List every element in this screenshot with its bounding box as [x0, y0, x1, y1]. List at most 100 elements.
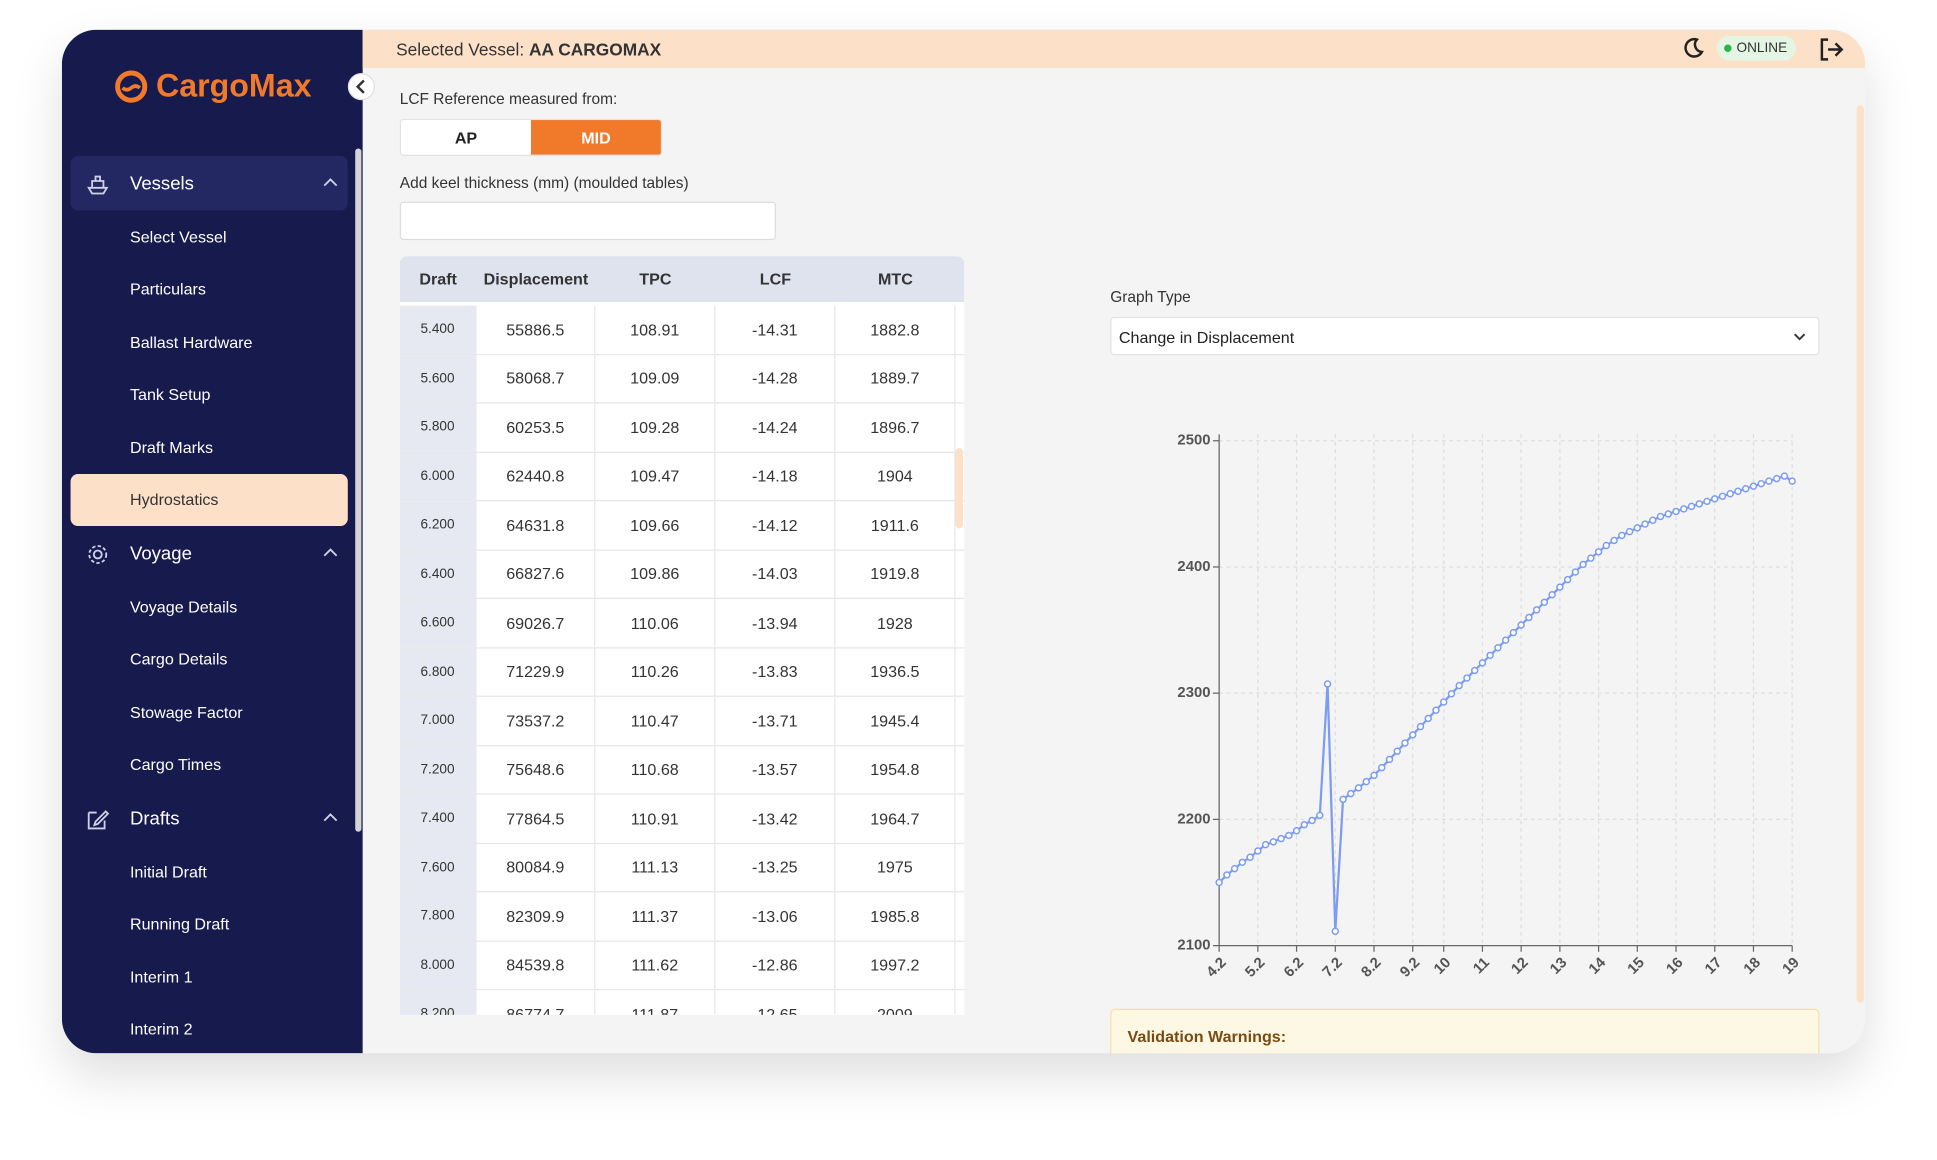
toggle-option[interactable]: AP: [401, 120, 531, 155]
toggle-option[interactable]: MID: [530, 120, 661, 155]
table-header: Draft Displacement TPC LCF MTC: [399, 256, 965, 302]
keel-input[interactable]: [399, 201, 777, 241]
data-point: [1409, 731, 1417, 739]
data-point: [1494, 644, 1502, 652]
table-cell: 109.86: [595, 550, 716, 598]
data-point: [1261, 840, 1270, 849]
nav-item[interactable]: Cargo Times: [129, 755, 222, 774]
scrollbar: [355, 148, 362, 832]
table-cell: 1964.7: [835, 794, 956, 843]
data-point: [1370, 771, 1378, 780]
table-cell: 2009: [835, 990, 956, 1015]
scrollbar: [955, 448, 963, 529]
y-tick-label: 2500: [1177, 433, 1210, 449]
table-cell: 111.62: [595, 941, 716, 989]
y-tick-label: 2100: [1177, 938, 1210, 954]
app-window: CargoMax Vessels Select Vessel Particulars…: [61, 29, 1866, 1054]
data-point: [1215, 878, 1223, 887]
x-tick-label: 8.2: [1359, 955, 1385, 978]
nav-group-header[interactable]: Voyage: [71, 526, 348, 580]
data-point: [1649, 516, 1657, 524]
x-tick-label: 6.2: [1281, 955, 1307, 978]
nav-group-header[interactable]: Drafts: [71, 791, 348, 845]
data-point: [1277, 834, 1285, 843]
data-point: [1455, 681, 1463, 690]
brand-name: CargoMax: [155, 66, 312, 104]
y-tick-label: 2300: [1177, 685, 1210, 701]
data-point: [1223, 871, 1231, 879]
data-point: [1556, 583, 1564, 591]
data-point: [1656, 512, 1665, 521]
data-point: [1331, 927, 1340, 935]
group-icon: [87, 810, 110, 830]
table-cell: 7.400: [399, 794, 477, 843]
table-row: 7.400 77864.5 110.91 -13.42 1964.7: [399, 794, 965, 844]
nav-menu: Vessels Select Vessel Particulars Ballast H…: [70, 155, 348, 1053]
graph-type-select[interactable]: Change in Displacement: [1110, 316, 1820, 356]
series-line: [1218, 474, 1793, 932]
table-cell: -14.24: [715, 403, 836, 452]
nav-item[interactable]: Initial Draft: [129, 862, 207, 881]
nav-item[interactable]: Stowage Factor: [129, 702, 243, 722]
chevron-icon: [355, 79, 365, 94]
nav-item[interactable]: Particulars: [129, 280, 206, 299]
data-point: [1401, 739, 1409, 747]
brand-logo: [115, 69, 148, 103]
column-header: Displacement: [476, 256, 596, 302]
brand: CargoMax: [114, 67, 312, 105]
table-cell: 1985.8: [835, 892, 956, 941]
dropdown-icon: [1794, 333, 1806, 341]
data-point: [1788, 477, 1796, 485]
table-cell: -13.94: [715, 599, 836, 647]
dark-mode-toggle[interactable]: [1682, 37, 1704, 59]
data-point: [1486, 651, 1494, 660]
nav-item[interactable]: Tank Setup: [129, 385, 211, 404]
chevron-icon: [323, 548, 338, 557]
table-cell: -12.65: [715, 990, 836, 1015]
data-point: [1432, 706, 1440, 714]
x-tick-label: 18: [1741, 955, 1764, 978]
nav-item[interactable]: Interim 2: [129, 1020, 193, 1039]
data-point: [1772, 474, 1781, 483]
data-point: [1734, 487, 1742, 495]
table-cell: 109.47: [595, 452, 716, 501]
table-cell: 7.600: [399, 843, 477, 892]
x-tick-label: 11: [1471, 955, 1493, 977]
warnings-title: Validation Warnings:: [1127, 1027, 1287, 1046]
data-point: [1594, 548, 1603, 556]
nav-item[interactable]: Running Draft: [129, 914, 230, 934]
column-header: TPC: [595, 256, 716, 302]
table-cell: 8.200: [399, 990, 477, 1015]
warnings-box: Validation Warnings:: [1110, 1008, 1820, 1054]
table-cell: -14.31: [715, 305, 836, 354]
collapse-button[interactable]: [347, 73, 376, 101]
nav-item[interactable]: Interim 1: [129, 967, 193, 987]
data-point: [1285, 831, 1293, 840]
x-tick-label: 13: [1547, 955, 1570, 978]
nav-group-header[interactable]: Vessels: [70, 155, 348, 211]
table-cell: 64631.8: [477, 501, 596, 549]
group-icon: [88, 545, 108, 564]
keel-label: Add keel thickness (mm) (moulded tables): [399, 174, 689, 192]
table-cell: -13.83: [715, 647, 836, 696]
table-cell: 6.600: [399, 599, 477, 647]
table-row: 8.200 86774.7 111.87 -12.65 2009: [399, 990, 964, 1015]
column-header: MTC: [835, 256, 956, 302]
nav-item[interactable]: Voyage Details: [129, 597, 238, 617]
chevron-icon: [323, 178, 338, 187]
data-point: [1765, 477, 1773, 485]
table-cell: -14.18: [715, 452, 836, 501]
nav-item[interactable]: Select Vessel: [129, 227, 227, 246]
table-cell: 7.000: [399, 696, 477, 745]
nav-item[interactable]: Hydrostatics: [70, 473, 348, 527]
nav-item[interactable]: Ballast Hardware: [129, 332, 253, 352]
data-point: [1470, 666, 1479, 675]
chart: 2100 2200 2300 2400 2500 4.2 5.2 6.2 7.2 8.2 9.2 10…: [1177, 433, 1802, 978]
table-cell: 109.09: [595, 354, 716, 403]
table-row: 7.200 75648.6 110.68 -13.57 1954.8: [399, 745, 965, 795]
data-point: [1246, 853, 1254, 861]
logout-button[interactable]: [1817, 36, 1844, 63]
nav-item[interactable]: Draft Marks: [129, 437, 214, 457]
nav-item[interactable]: Cargo Details: [129, 650, 228, 669]
table-cell: 82309.9: [477, 892, 596, 941]
